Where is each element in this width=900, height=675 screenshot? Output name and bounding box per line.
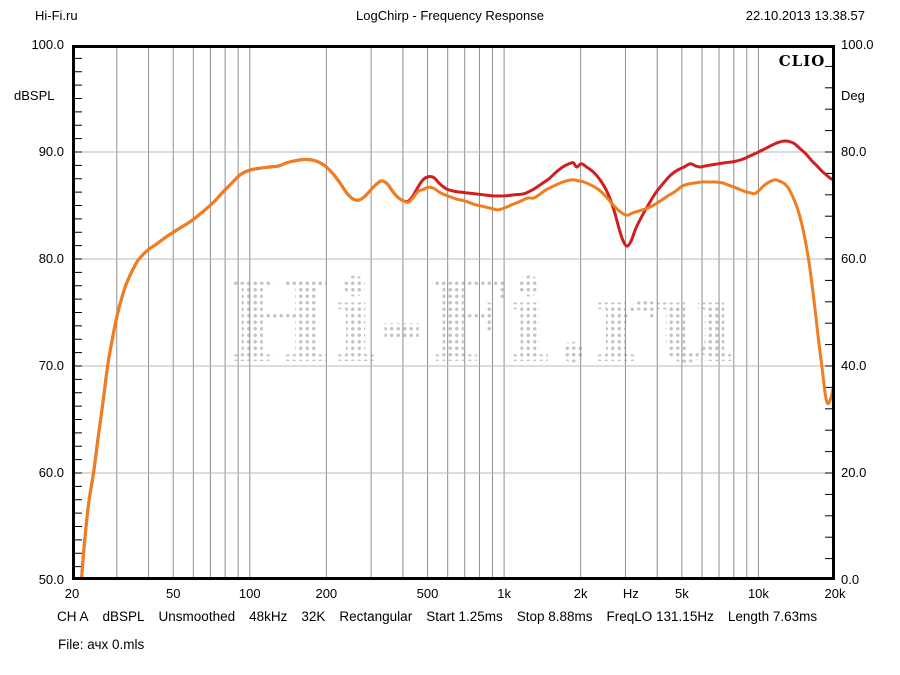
header-datetime: 22.10.2013 13.38.57: [745, 8, 865, 23]
status-item: 48kHz: [249, 609, 288, 624]
y-axis-tick-label-right: 0.0: [841, 572, 860, 587]
x-axis-tick-label: 5k: [675, 586, 689, 601]
plot-area: Hi-Fi.ru CLIO: [72, 45, 835, 580]
x-axis-tick-label: 500: [416, 586, 439, 601]
y-axis-tick-label-right: 80.0: [841, 144, 867, 159]
curve-response-orange: [80, 158, 832, 577]
plot-border: [72, 45, 835, 580]
clio-brand-label: CLIO: [778, 52, 826, 70]
y-axis-tick-label-left: 70.0: [38, 358, 64, 373]
x-axis-tick-label: 2k: [573, 586, 588, 601]
status-line: CH A dBSPL Unsmoothed 48kHz 32K Rectangular St…: [57, 609, 817, 624]
x-axis-tick-label: 20k: [824, 586, 846, 601]
curve-response-red: [80, 139, 832, 577]
y-axis-tick-label-left: 60.0: [38, 465, 64, 480]
status-item: Rectangular: [339, 609, 413, 624]
status-item: Unsmoothed: [158, 609, 236, 624]
x-axis-tick-label: 20: [64, 586, 80, 601]
y-axis-tick-label-left: 90.0: [38, 144, 64, 159]
frequency-response-chart: [72, 45, 835, 580]
right-axis-unit-label: Deg: [841, 88, 865, 103]
x-axis-tick-label: 10k: [747, 586, 769, 601]
status-item: FreqLO 131.15Hz: [606, 609, 714, 624]
x-axis-tick-label: 200: [315, 586, 338, 601]
file-name-label: File: ачх 0.mls: [58, 637, 145, 652]
y-axis-tick-label-right: 20.0: [841, 465, 867, 480]
y-axis-tick-label-left: 100.0: [31, 37, 64, 52]
y-axis-tick-label-left: 80.0: [38, 251, 64, 266]
y-axis-tick-label-right: 40.0: [841, 358, 867, 373]
y-axis-tick-label-right: 60.0: [841, 251, 867, 266]
y-axis-tick-label-right: 100.0: [841, 37, 874, 52]
left-axis-unit-label: dBSPL: [14, 88, 55, 103]
header-measurement-title: LogChirp - Frequency Response: [356, 8, 544, 23]
watermark-hifi-ru: Hi-Fi.ru: [226, 257, 739, 388]
status-item: Length 7.63ms: [727, 609, 818, 624]
status-item: 32K: [301, 609, 326, 624]
x-axis-tick-label: Hz: [622, 586, 639, 601]
x-axis-tick-label: 50: [165, 586, 181, 601]
status-item: dBSPL: [102, 609, 145, 624]
x-axis-tick-label: 100: [238, 586, 261, 601]
y-axis-tick-label-left: 50.0: [38, 572, 64, 587]
x-axis-tick-label: 1k: [497, 586, 511, 601]
header-site-label: Hi-Fi.ru: [35, 8, 78, 23]
status-item: Stop 8.88ms: [516, 609, 593, 624]
status-item: CH A: [57, 609, 89, 624]
status-item: Start 1.25ms: [426, 609, 503, 624]
